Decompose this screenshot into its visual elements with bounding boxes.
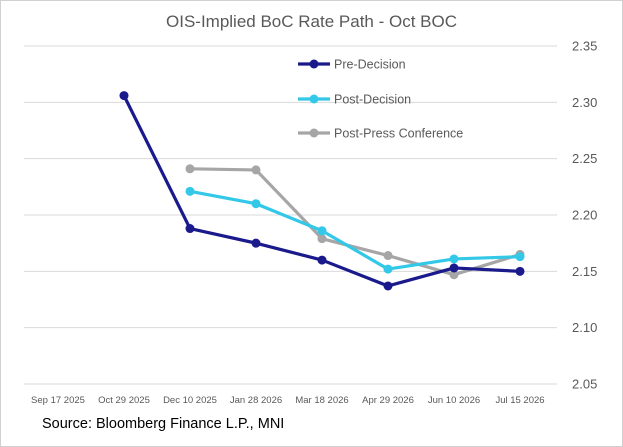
data-point-pre-decision — [383, 281, 393, 291]
x-tick-label: Jun 10 2026 — [428, 395, 480, 406]
data-point-post-press-conference — [251, 165, 261, 175]
chart-title: OIS-Implied BoC Rate Path - Oct BOC — [166, 12, 457, 31]
y-tick-label: 2.35 — [572, 39, 597, 54]
data-point-post-decision — [449, 254, 459, 264]
data-point-post-decision — [515, 252, 525, 262]
data-point-pre-decision — [449, 263, 459, 273]
legend-label-pre-decision: Pre-Decision — [334, 58, 406, 72]
y-tick-label: 2.25 — [572, 151, 597, 166]
y-tick-label: 2.20 — [572, 208, 597, 223]
source-note: Source: Bloomberg Finance L.P., MNI — [42, 416, 285, 432]
data-point-pre-decision — [317, 255, 327, 265]
legend-marker-post-decision — [309, 94, 319, 104]
x-tick-label: Dec 10 2025 — [163, 395, 217, 406]
x-tick-label: Sep 17 2025 — [31, 395, 85, 406]
data-point-post-press-conference — [185, 164, 195, 174]
data-point-post-press-conference — [449, 270, 459, 280]
data-point-post-decision — [185, 186, 195, 196]
series-line-post-press-conference — [188, 167, 522, 277]
data-point-pre-decision — [251, 238, 261, 248]
x-tick-label: Jul 15 2026 — [495, 395, 544, 406]
data-point-post-decision — [317, 226, 327, 236]
y-tick-label: 2.15 — [572, 264, 597, 279]
x-tick-label: Mar 18 2026 — [295, 395, 348, 406]
y-tick-label: 2.05 — [572, 377, 597, 392]
x-tick-label: Jan 28 2026 — [230, 395, 282, 406]
x-tick-label: Apr 29 2026 — [362, 395, 414, 406]
y-tick-label: 2.30 — [572, 95, 597, 110]
data-point-pre-decision — [119, 91, 129, 101]
data-point-pre-decision — [185, 224, 195, 234]
legend-marker-pre-decision — [309, 59, 319, 69]
series-line-post-decision — [188, 189, 522, 271]
data-point-pre-decision — [515, 266, 525, 276]
y-tick-label: 2.10 — [572, 320, 597, 335]
data-point-post-decision — [251, 199, 261, 209]
x-tick-label: Oct 29 2025 — [98, 395, 150, 406]
legend-label-post-press-conference: Post-Press Conference — [334, 127, 463, 141]
data-point-post-press-conference — [383, 251, 393, 261]
data-point-post-decision — [383, 264, 393, 274]
gridlines — [24, 45, 557, 385]
legend: Pre-Decision Post-Decision Post-Press Conf… — [298, 58, 463, 141]
legend-marker-post-press-conference — [309, 128, 319, 138]
x-axis-ticks: Sep 17 2025 Oct 29 2025 Dec 10 2025 Jan 28 … — [31, 395, 545, 406]
legend-label-post-decision: Post-Decision — [334, 93, 411, 107]
series-lines — [119, 91, 525, 291]
y-axis-ticks: 2.35 2.30 2.25 2.20 2.15 2.10 2.05 — [572, 39, 597, 392]
data-point-post-press-conference — [317, 234, 327, 244]
